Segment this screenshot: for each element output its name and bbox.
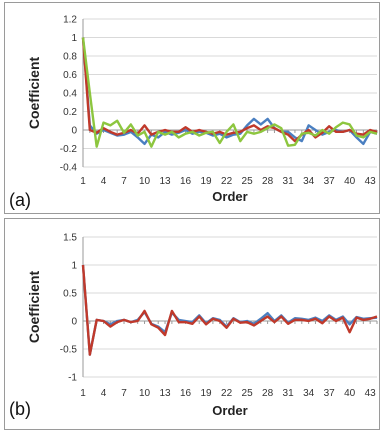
x-tick-label: 40 [344, 176, 356, 187]
x-tick-label: 28 [262, 388, 274, 399]
panel-b: -1 -0.5 0 0.5 1 1.5 1 4 7 10 13 16 19 22 25 28 31 34 37 40 4… [4, 218, 380, 430]
y-tick-label: 1 [71, 33, 77, 44]
x-tick-label: 43 [365, 176, 377, 187]
x-tick-label: 34 [303, 388, 315, 399]
x-tick-label: 13 [159, 388, 171, 399]
x-tick-label: 40 [344, 388, 356, 399]
x-tick-label: 31 [283, 176, 295, 187]
x-tick-label: 37 [324, 176, 336, 187]
x-tick-label: 28 [262, 176, 274, 187]
panel-label: (b) [9, 399, 31, 419]
x-tick-label: 19 [201, 176, 213, 187]
x-tick-label: 4 [101, 388, 107, 399]
y-tick-label: -0.4 [60, 163, 78, 174]
y-tick-label: -0.5 [60, 345, 78, 356]
y-tick-label: 1.5 [63, 233, 77, 244]
x-tick-label: 10 [139, 388, 151, 399]
y-tick-label: -1 [68, 373, 77, 384]
x-tick-label: 4 [101, 176, 107, 187]
x-tick-label: 16 [180, 176, 192, 187]
x-tick-label: 34 [303, 176, 315, 187]
x-tick-label: 7 [121, 176, 127, 187]
x-tick-label: 31 [283, 388, 295, 399]
x-tick-label: 37 [324, 388, 336, 399]
y-axis-title: Coefficient [26, 56, 42, 129]
y-tick-label: 0.8 [63, 52, 77, 63]
x-axis-title: Order [212, 189, 247, 204]
y-tick-label: 0 [71, 126, 77, 137]
series-line-2 [81, 37, 378, 143]
y-tick-label: -0.2 [60, 144, 78, 155]
x-tick-label: 1 [80, 388, 86, 399]
x-tick-label: 7 [121, 388, 127, 399]
x-tick-label: 19 [201, 388, 213, 399]
x-tick-label: 43 [365, 388, 377, 399]
y-tick-label: 0.2 [63, 107, 77, 118]
x-axis-title: Order [212, 403, 247, 418]
series-line-1 [81, 264, 378, 356]
y-tick-label: 1.2 [63, 15, 77, 26]
x-tick-label: 22 [221, 176, 233, 187]
chart-a: -0.4 -0.2 0 0.2 0.4 0.6 0.8 1 1.2 1 4 7 10 13 16 19 22 25… [9, 15, 378, 210]
y-tick-label: 0.6 [63, 70, 77, 81]
x-tick-label: 25 [242, 388, 254, 399]
panel-label: (a) [9, 190, 31, 210]
x-tick-label: 1 [80, 176, 86, 187]
y-axis-title: Coefficient [26, 270, 42, 343]
panel-a: -0.4 -0.2 0 0.2 0.4 0.6 0.8 1 1.2 1 4 7 10 13 16 19 22 25… [4, 2, 380, 214]
y-tick-label: 1 [71, 261, 77, 272]
y-tick-label: 0 [71, 317, 77, 328]
y-tick-label: 0.5 [63, 289, 77, 300]
series-line-3 [81, 37, 378, 148]
x-tick-label: 16 [180, 388, 192, 399]
y-tick-label: 0.4 [63, 89, 77, 100]
x-tick-label: 13 [159, 176, 171, 187]
x-tick-label: 22 [221, 388, 233, 399]
chart-b: -1 -0.5 0 0.5 1 1.5 1 4 7 10 13 16 19 22 25 28 31 34 37 40 4… [9, 233, 378, 419]
series-line-2 [81, 264, 378, 356]
x-tick-label: 25 [242, 176, 254, 187]
x-tick-label: 10 [139, 176, 151, 187]
